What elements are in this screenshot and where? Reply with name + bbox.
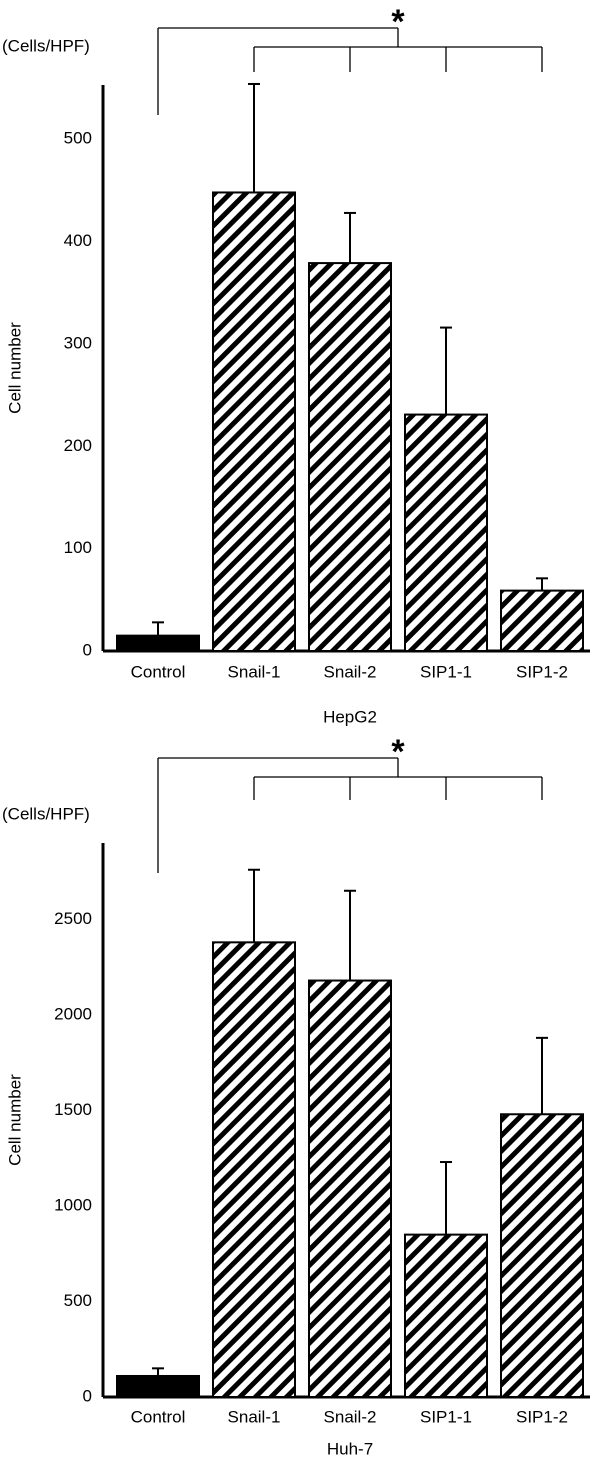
y-tick-label: 500 <box>64 129 92 148</box>
x-tick-label: SIP1-2 <box>516 1407 568 1426</box>
x-axis-label: HepG2 <box>323 707 377 726</box>
y-axis-label: Cell number <box>5 1074 24 1166</box>
bar <box>308 262 392 652</box>
significance-mark: * <box>391 733 405 771</box>
y-axis-label: Cell number <box>5 322 24 414</box>
bar <box>404 1233 488 1399</box>
x-axis-label: Huh-7 <box>327 1439 373 1458</box>
x-tick-label: Control <box>131 662 186 681</box>
y-tick-label: 100 <box>64 538 92 557</box>
bar <box>212 191 296 652</box>
bar <box>308 979 392 1398</box>
x-tick-label: Snail-1 <box>228 1407 281 1426</box>
y-tick-label: 300 <box>64 333 92 352</box>
x-tick-label: Snail-2 <box>324 662 377 681</box>
y-tick-label: 0 <box>83 1386 92 1405</box>
y-tick-label: 1000 <box>54 1195 92 1214</box>
bar <box>404 413 488 652</box>
bar <box>500 589 584 653</box>
bar <box>116 1374 200 1398</box>
y-tick-label: 2000 <box>54 1004 92 1023</box>
y-tick-label: 500 <box>64 1291 92 1310</box>
y-tick-label: 2500 <box>54 909 92 928</box>
x-tick-label: Snail-1 <box>228 662 281 681</box>
y-tick-label: 0 <box>83 640 92 659</box>
bar <box>500 1113 584 1398</box>
y-tick-label: 1500 <box>54 1100 92 1119</box>
y-unit: (Cells/HPF) <box>2 36 90 55</box>
y-tick-label: 200 <box>64 436 92 455</box>
bar <box>116 634 200 653</box>
y-tick-label: 400 <box>64 231 92 250</box>
x-tick-label: Control <box>131 1407 186 1426</box>
bar <box>212 941 296 1399</box>
significance-mark: * <box>391 3 405 41</box>
x-tick-label: SIP1-1 <box>420 662 472 681</box>
x-tick-label: SIP1-1 <box>420 1407 472 1426</box>
x-tick-label: Snail-2 <box>324 1407 377 1426</box>
x-tick-label: SIP1-2 <box>516 662 568 681</box>
y-unit: (Cells/HPF) <box>2 804 90 823</box>
